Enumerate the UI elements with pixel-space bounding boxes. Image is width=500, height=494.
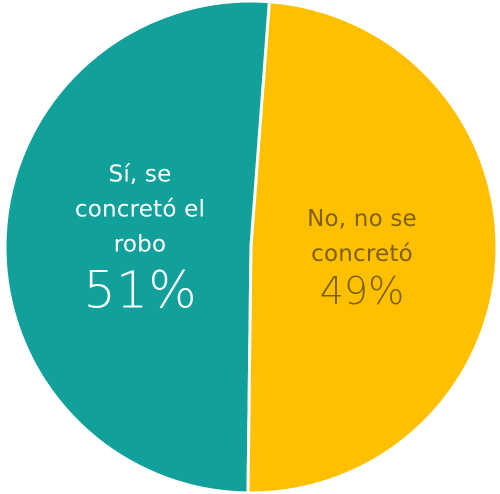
- slice-label-line: robo: [113, 231, 167, 258]
- slice-label-si: Sí, se concretó el robo 51%: [75, 158, 205, 319]
- slice-label-line: Sí, se: [108, 161, 172, 188]
- pie-slice-si: [3, 0, 271, 494]
- slice-label-line: No, no se: [307, 206, 417, 233]
- slice-label-line: concretó el: [74, 196, 206, 223]
- slice-label-line: concretó: [311, 241, 413, 268]
- slice-percentage: 51%: [83, 261, 197, 321]
- slice-percentage: 49%: [319, 269, 405, 314]
- pie-slice-no: [246, 0, 499, 494]
- slice-label-no: No, no se concretó 49%: [307, 202, 417, 312]
